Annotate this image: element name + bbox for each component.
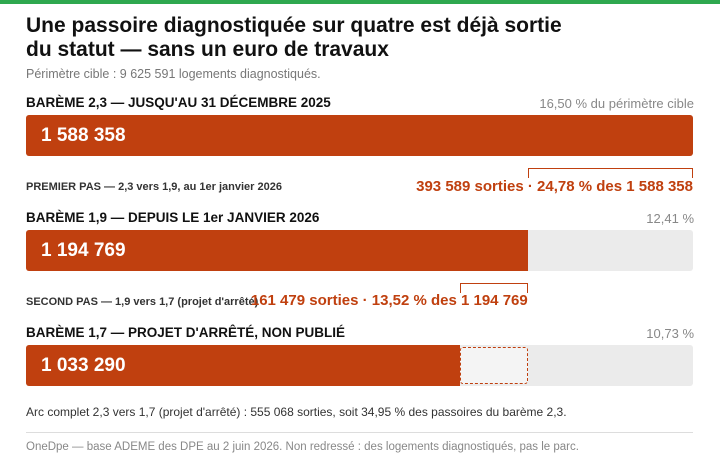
bar-label-bareme-2-3: BARÈME 2,3 — JUSQU'AU 31 DÉCEMBRE 2025 [26,95,331,110]
chart-footnote: Arc complet 2,3 vers 1,7 (projet d'arrêt… [26,405,567,419]
step-note-premier-pas: 393 589 sorties · 24,78 % des 1 588 358 [416,178,693,195]
share-label-bareme-1-9: 12,41 % [646,211,694,226]
bar-fill-bareme-2-3 [26,115,693,156]
bar-track-bareme-1-7: 1 033 290 [26,345,693,386]
chart-subtitle: Périmètre cible : 9 625 591 logements di… [26,67,321,81]
exit-segment-second-pas [459,347,528,384]
bar-value-bareme-1-9: 1 194 769 [41,240,126,261]
share-label-bareme-2-3: 16,50 % du périmètre cible [539,96,694,111]
step-bracket-premier-pas [527,168,693,178]
chart-title-line-2: du statut — sans un euro de travaux [26,38,389,61]
bar-fill-bareme-1-9 [26,230,528,271]
step-label-premier-pas: PREMIER PAS — 2,3 vers 1,9, au 1er janvi… [26,181,282,193]
chart-title: Une passoire diagnostiquée sur quatre es… [26,14,686,62]
bar-label-bareme-1-7: BARÈME 1,7 — PROJET D'ARRÊTÉ, NON PUBLIÉ [26,325,346,340]
share-label-bareme-1-7: 10,73 % [646,326,694,341]
step-note-second-pas: 161 479 sorties · 13,52 % des 1 194 769 [250,292,528,309]
bar-track-bareme-2-3: 1 588 358 [26,115,693,156]
source-note: OneDpe — base ADEME des DPE au 2 juin 20… [26,441,579,453]
top-accent-rule [0,0,720,4]
bar-value-bareme-1-7: 1 033 290 [41,355,126,376]
bar-label-bareme-1-9: BARÈME 1,9 — DEPUIS LE 1er JANVIER 2026 [26,210,320,225]
bar-fill-bareme-1-7 [26,345,460,386]
source-divider [26,432,693,433]
chart-title-line-1: Une passoire diagnostiquée sur quatre es… [26,14,562,37]
step-bracket-second-pas [459,283,528,293]
bar-value-bareme-2-3: 1 588 358 [41,125,126,146]
step-label-second-pas: SECOND PAS — 1,9 vers 1,7 (projet d'arrê… [26,296,259,308]
bar-track-bareme-1-9: 1 194 769 [26,230,693,271]
